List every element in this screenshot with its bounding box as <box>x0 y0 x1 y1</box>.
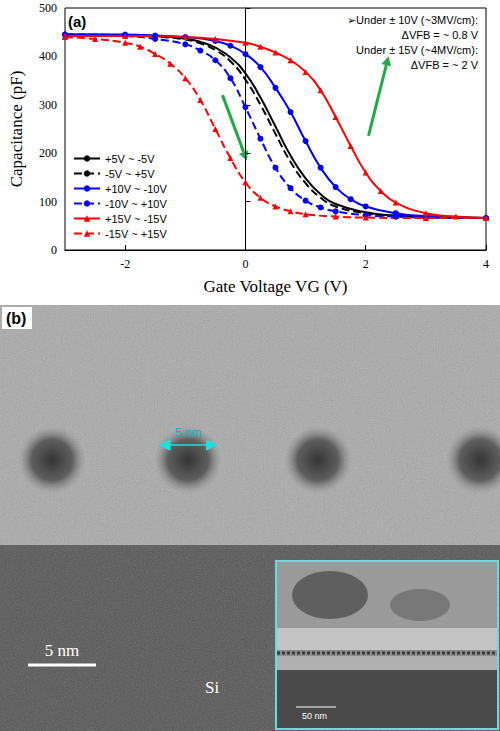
svg-text:➢Under ± 10V (~3MV/cm):: ➢Under ± 10V (~3MV/cm): <box>347 14 478 26</box>
svg-text:ΔVFB = ~ 2 V: ΔVFB = ~ 2 V <box>411 59 479 71</box>
svg-text:4: 4 <box>483 257 489 271</box>
svg-text:50 nm: 50 nm <box>302 711 327 721</box>
svg-text:5 nm: 5 nm <box>175 426 202 440</box>
svg-text:2: 2 <box>363 257 369 271</box>
svg-text:0: 0 <box>51 243 57 257</box>
svg-text:Capacitance (pF): Capacitance (pF) <box>7 71 26 188</box>
svg-text:(b): (b) <box>6 310 26 327</box>
svg-text:0: 0 <box>242 257 248 271</box>
svg-text:+10V ~ -10V: +10V ~ -10V <box>105 183 167 195</box>
svg-text:100: 100 <box>39 195 57 209</box>
svg-text:400: 400 <box>39 49 57 63</box>
svg-text:5 nm: 5 nm <box>45 641 79 660</box>
svg-text:Si: Si <box>205 678 219 697</box>
svg-text:200: 200 <box>39 146 57 160</box>
svg-text:300: 300 <box>39 98 57 112</box>
svg-text:Gate Voltage VG (V): Gate Voltage VG (V) <box>203 277 347 296</box>
svg-text:500: 500 <box>39 1 57 15</box>
svg-text:Under ± 15V (~4MV/cm):: Under ± 15V (~4MV/cm): <box>356 44 478 56</box>
svg-text:-2: -2 <box>120 257 130 271</box>
svg-text:+15V ~ -15V: +15V ~ -15V <box>105 213 167 225</box>
svg-text:-15V ~ +15V: -15V ~ +15V <box>105 228 167 240</box>
svg-text:(a): (a) <box>68 13 86 30</box>
svg-text:ΔVFB = ~ 0.8 V: ΔVFB = ~ 0.8 V <box>402 29 479 41</box>
svg-text:+5V ~ -5V: +5V ~ -5V <box>105 153 155 165</box>
svg-text:-10V ~ +10V: -10V ~ +10V <box>105 198 167 210</box>
svg-text:-5V ~ +5V: -5V ~ +5V <box>105 168 155 180</box>
